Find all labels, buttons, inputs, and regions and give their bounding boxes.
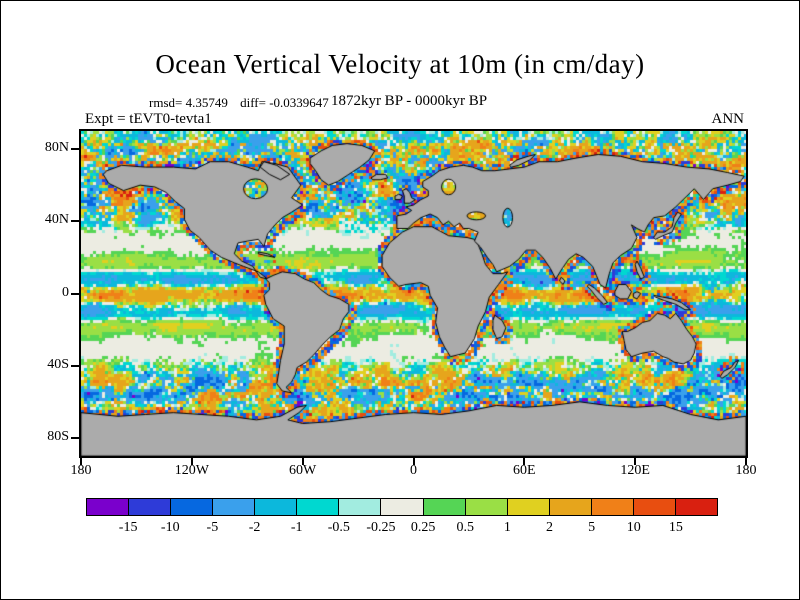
lat-tick [71, 292, 79, 295]
lat-tick-label: 80S [47, 428, 69, 444]
colorbar-tick-label: -15 [118, 520, 138, 535]
plot-title: Ocean Vertical Velocity at 10m (in cm/da… [155, 49, 645, 79]
diff-value: diff= -0.0339647 [240, 95, 329, 110]
map-frame [79, 129, 748, 458]
colorbar-tick-label: 0.25 [410, 520, 436, 535]
lon-tick-label: 60W [289, 463, 317, 478]
lat-tick-label: 40S [47, 356, 69, 372]
colorbar-segment [381, 499, 424, 515]
lon-tick-label: 60E [513, 463, 536, 478]
colorbar-tick-label: 5 [588, 520, 596, 535]
lon-tick-label: 0 [410, 463, 417, 478]
colorbar-segment [423, 499, 466, 515]
colorbar-segment [507, 499, 550, 515]
experiment-label: Expt = tEVT0-tevta1 [85, 111, 212, 127]
lon-tick [634, 458, 637, 465]
map-canvas [81, 131, 746, 456]
colorbar-segment [633, 499, 676, 515]
stats-line: rmsd= 4.35749 diff= -0.0339647 [149, 95, 329, 111]
lon-tick-label: 180 [735, 463, 757, 478]
lon-tick [301, 458, 304, 465]
colorbar-tick-label: -0.5 [327, 520, 350, 535]
colorbar-tick-label: 1 [503, 520, 511, 535]
lat-tick-label: 0 [62, 284, 69, 300]
lon-tick [745, 458, 747, 465]
colorbar-tick-label: 15 [668, 520, 683, 535]
colorbar-tick-label: -5 [206, 520, 219, 535]
lon-tick [523, 458, 526, 465]
period-label: 1872kyr BP - 0000kyr BP [330, 93, 488, 109]
colorbar-segment [465, 499, 508, 515]
colorbar-tick-label: -2 [248, 520, 261, 535]
colorbar-tick-label: -0.25 [366, 520, 396, 535]
colorbar-tick-label: 0.5 [456, 520, 474, 535]
lat-tick [71, 364, 79, 367]
lat-tick [71, 220, 79, 223]
lon-tick [412, 458, 415, 465]
colorbar-segment [129, 499, 172, 515]
rmsd-value: rmsd= 4.35749 [149, 95, 228, 110]
colorbar-segment [675, 499, 717, 515]
colorbar-segment [591, 499, 634, 515]
colorbar-tick-label: 10 [626, 520, 641, 535]
lat-tick-label: 80N [44, 140, 69, 156]
colorbar-tick-label: -1 [290, 520, 303, 535]
lon-tick [80, 458, 82, 465]
colorbar-segment [297, 499, 340, 515]
colorbar-segment [171, 499, 214, 515]
colorbar-tick-label: 2 [545, 520, 553, 535]
colorbar-tick-label: -10 [160, 520, 180, 535]
lon-tick-label: 120E [620, 463, 650, 478]
season-label: ANN [711, 111, 745, 127]
colorbar [86, 498, 718, 516]
lon-tick-label: 120W [174, 463, 209, 478]
colorbar-segment [549, 499, 592, 515]
lat-tick [71, 148, 79, 151]
colorbar-segment [87, 499, 130, 515]
lon-tick-label: 180 [70, 463, 92, 478]
colorbar-segment [213, 499, 256, 515]
lat-tick-label: 40N [44, 212, 69, 228]
lat-tick [71, 436, 79, 439]
lon-tick [190, 458, 193, 465]
colorbar-segment [255, 499, 298, 515]
colorbar-segment [339, 499, 382, 515]
